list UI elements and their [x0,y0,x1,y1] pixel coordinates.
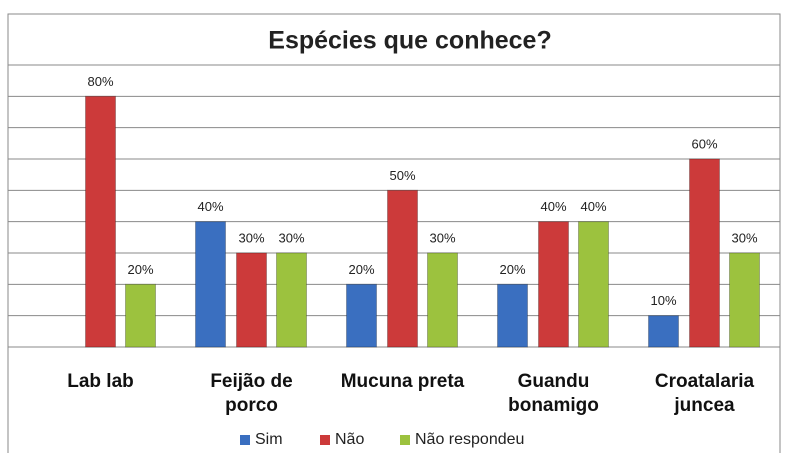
legend-swatch [400,435,410,445]
data-label: 20% [348,262,374,277]
x-tick-label: Lab lab [67,371,134,392]
data-label: 30% [429,230,455,245]
bar [195,221,226,348]
x-tick-label: Guandu bonamigo [508,371,599,416]
data-label: 60% [691,136,717,151]
legend-swatch [320,435,330,445]
bar [648,315,679,348]
legend-label: Não [335,431,364,448]
data-label: 20% [127,262,153,277]
data-label: 40% [580,199,606,214]
bar [497,283,528,348]
x-tick-label: Feijão de porco [210,371,293,416]
bar [729,252,760,348]
data-label: 30% [278,230,304,245]
bar [538,221,569,348]
bar [125,283,156,348]
data-label: 80% [87,74,113,89]
bar [346,283,377,348]
bar [276,252,307,348]
data-label: 50% [389,168,415,183]
data-label: 10% [650,293,676,308]
x-tick-label: Croatalaria juncea [654,371,755,416]
bar [387,189,418,348]
data-label: 30% [731,230,757,245]
data-label: 30% [238,230,264,245]
legend-label: Não respondeu [415,431,524,448]
data-label: 20% [499,262,525,277]
bar [236,252,267,348]
data-label: 40% [197,199,223,214]
bar [427,252,458,348]
bar [578,221,609,348]
chart-title: Espécies que conhece? [268,27,551,55]
bar [689,158,720,348]
x-tick-label: Mucuna preta [340,371,465,392]
legend-swatch [240,435,250,445]
legend-label: Sim [255,431,283,448]
bar [85,95,116,348]
data-label: 40% [540,199,566,214]
